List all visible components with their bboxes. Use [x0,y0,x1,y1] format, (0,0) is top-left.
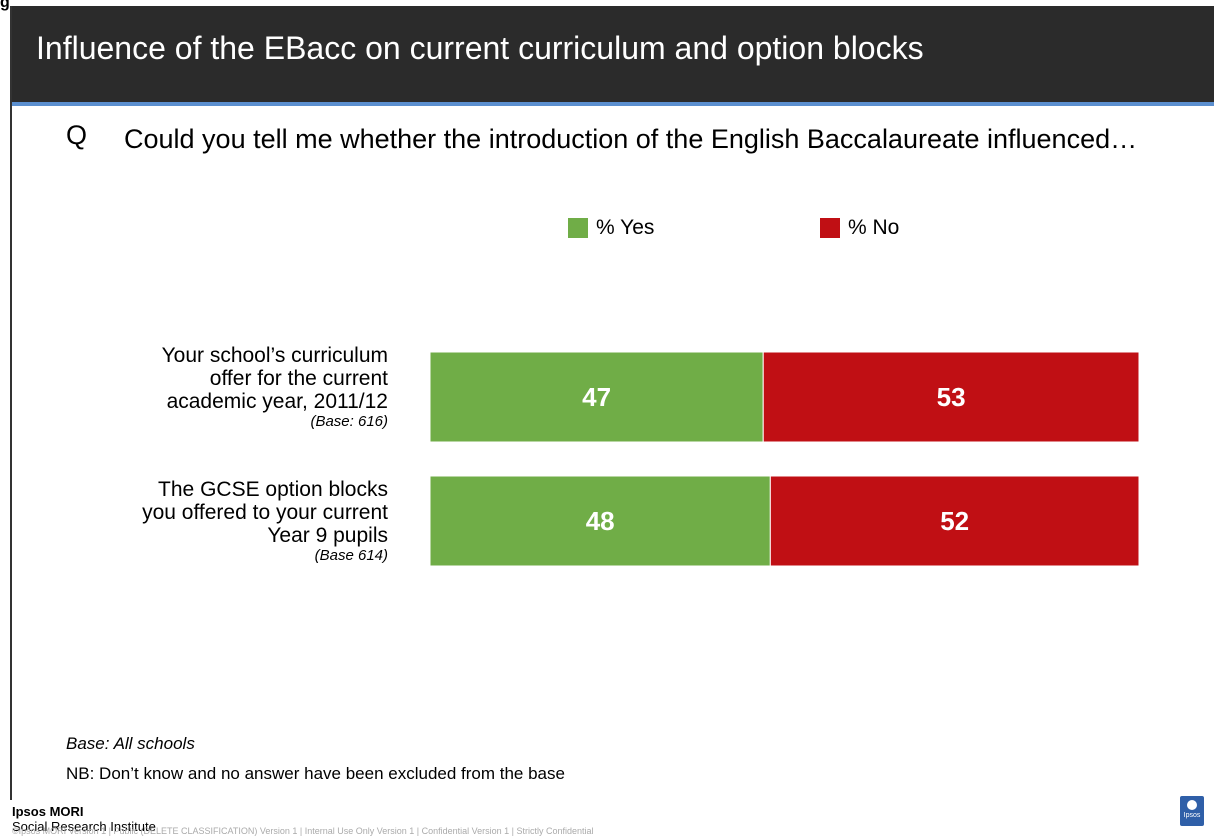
logo-mark-icon [1187,800,1197,810]
nb-footnote: NB: Don’t know and no answer have been e… [66,764,565,783]
logo-text: Ipsos [1183,812,1201,819]
legend-label-no: % No [848,216,900,239]
title-bar [12,6,1214,102]
category-base: (Base: 616) [310,413,388,430]
question-text: Could you tell me whether the introducti… [124,124,1138,154]
title-underline [12,102,1214,106]
category-label-curriculum: Your school’s curriculum offer for the c… [162,344,388,430]
category-label-option-blocks: The GCSE option blocks you offered to yo… [142,478,388,564]
category-label-line: academic year, 2011/12 [166,390,388,413]
data-label-yes-1: 48 [586,506,615,536]
brand-block: Ipsos MORI Social Research Institute [12,804,156,834]
figure-label: g [0,0,10,11]
base-footnote: Base: All schools [66,734,195,753]
bar-no-0 [762,351,1140,443]
legend-item-yes: % Yes [568,216,654,240]
legend-label-yes: % Yes [596,216,655,239]
classification-text: ©Ipsos MORI Version 1 | Public (DELETE C… [12,826,594,836]
category-label-line: Year 9 pupils [267,524,388,547]
category-label-line: The GCSE option blocks [158,478,388,501]
data-label-no-0: 53 [937,382,966,412]
slide-title: Influence of the EBacc on current curric… [36,30,924,66]
brand-name: Ipsos MORI [12,804,84,819]
question-marker: Q [66,120,88,150]
category-label-line: offer for the current [209,367,388,390]
legend-swatch-no [820,218,840,238]
bar-no-1 [769,475,1140,567]
slide-frame [10,6,12,800]
ipsos-logo: Ipsos [1180,796,1204,826]
legend-swatch-yes [568,218,588,238]
bar-yes-1 [429,475,771,567]
legend-item-no: % No [820,216,899,240]
data-label-yes-0: 47 [582,382,611,412]
category-base: (Base 614) [314,547,388,564]
data-label-no-1: 52 [940,506,969,536]
category-label-line: you offered to your current [142,501,388,524]
brand-subtitle: Social Research Institute [12,819,156,834]
bar-yes-0 [429,351,764,443]
category-label-line: Your school’s curriculum [161,344,388,367]
